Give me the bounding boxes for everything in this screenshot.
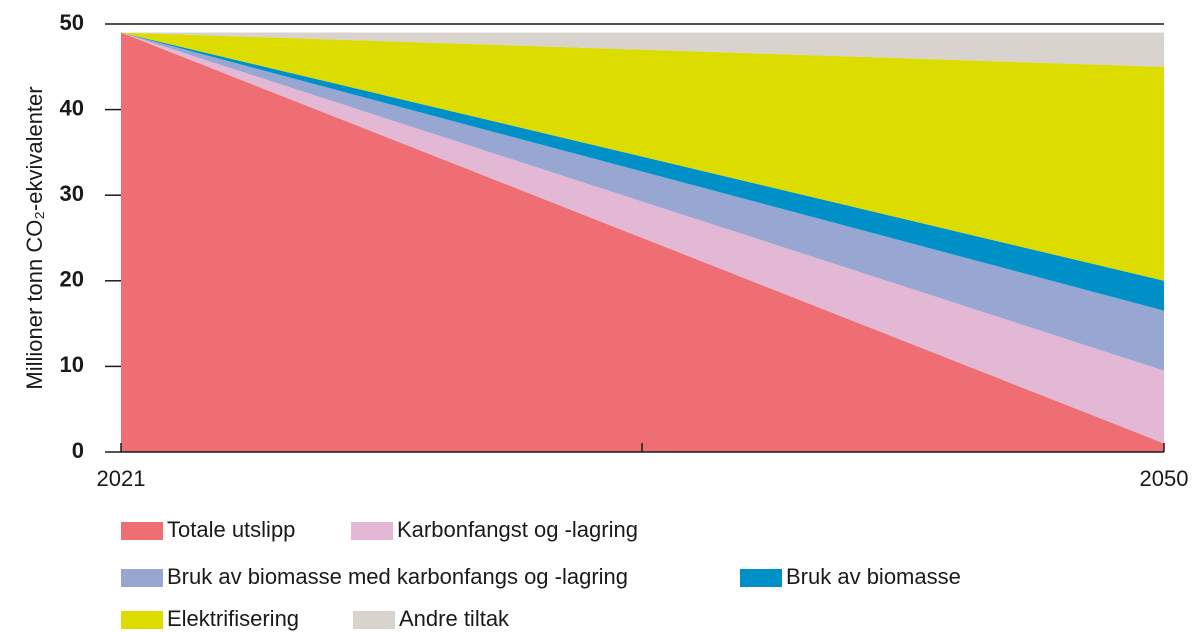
- y-tick-label: 40: [60, 95, 84, 120]
- y-tick-label: 10: [60, 352, 84, 377]
- area: [121, 32, 1164, 67]
- y-tick-label: 20: [60, 267, 84, 292]
- y-tick-label: 0: [72, 438, 84, 463]
- y-tick-label: 50: [60, 10, 84, 35]
- legend-swatch: [353, 611, 395, 629]
- legend-label: Bruk av biomasse med karbonfangs og -lag…: [167, 564, 628, 589]
- legend-label: Andre tiltak: [399, 606, 510, 631]
- legend-label: Totale utslipp: [167, 517, 295, 542]
- area: [121, 32, 1164, 444]
- legend-swatch: [740, 569, 782, 587]
- y-tick-label: 30: [60, 181, 84, 206]
- legend-swatch: [351, 522, 393, 540]
- legend-label: Elektrifisering: [167, 606, 299, 631]
- area: [121, 32, 1164, 371]
- legend-swatch: [121, 611, 163, 629]
- x-tick-label: 2021: [97, 466, 146, 491]
- area: [121, 32, 1164, 311]
- x-tick-label: 2050: [1140, 466, 1189, 491]
- legend-label: Bruk av biomasse: [786, 564, 961, 589]
- y-axis-label: Millioner tonn CO₂-ekvivalenter: [22, 86, 47, 389]
- legend-swatch: [121, 522, 163, 540]
- area: [121, 32, 1164, 281]
- areas: [121, 32, 1164, 453]
- legend-label: Karbonfangst og -lagring: [397, 517, 638, 542]
- legend-swatch: [121, 569, 163, 587]
- area: [121, 32, 1164, 453]
